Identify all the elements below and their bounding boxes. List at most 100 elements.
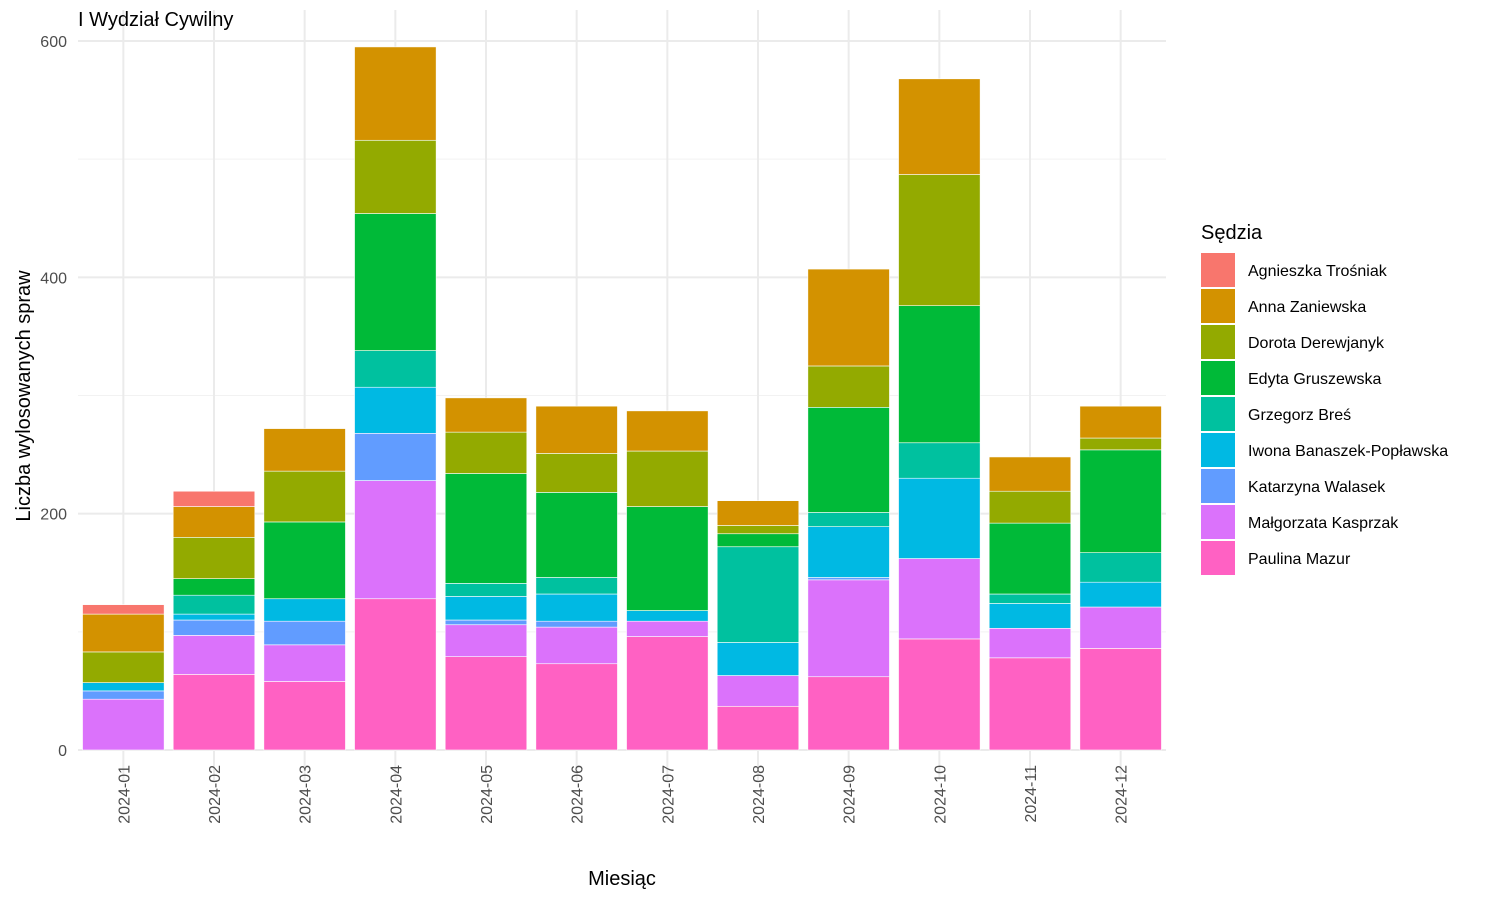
bar-segment [988, 627, 1072, 659]
bar-segment [988, 657, 1072, 751]
bar-segment [716, 546, 800, 643]
legend-label: Dorota Derewjanyk [1248, 335, 1385, 352]
bar-segment [172, 490, 256, 507]
bar-segment [354, 213, 437, 351]
bar-segment [172, 635, 256, 675]
bar-segment [444, 583, 528, 597]
legend-key [1201, 541, 1235, 575]
bar-segment [626, 450, 709, 507]
x-tick-label: 2024-12 [1114, 765, 1131, 824]
legend-label: Agnieszka Trośniak [1248, 263, 1388, 280]
legend-key [1201, 289, 1235, 323]
bar-segment [988, 490, 1072, 524]
x-tick-label: 2024-04 [388, 765, 405, 824]
bar-segment [263, 598, 346, 622]
bar-segment [172, 613, 256, 621]
bar-segment [626, 610, 709, 622]
x-axis-label: Miesiąc [588, 868, 656, 890]
bar-segment [354, 480, 437, 600]
bar-segment [988, 522, 1072, 595]
bar-segment [807, 526, 890, 578]
legend-key [1201, 397, 1235, 431]
bar-segment [263, 521, 346, 600]
x-tick-labels: 2024-01 2024-02 2024-03 2024-04 2024-05 2024-… [116, 765, 1130, 824]
x-tick-label: 2024-09 [842, 765, 859, 824]
bar-segment [535, 663, 618, 751]
y-tick-label: 0 [58, 743, 67, 760]
bar-segment [444, 624, 528, 657]
bar-segment [626, 410, 709, 452]
bar-segment [807, 407, 890, 513]
x-tick-label: 2024-07 [660, 765, 677, 824]
bar-segment [807, 268, 890, 367]
legend-title: Sędzia [1201, 222, 1263, 244]
bar-segment [172, 594, 256, 615]
x-tick-label: 2024-08 [751, 765, 768, 824]
bar-segment [172, 506, 256, 538]
legend-label: Edyta Gruszewska [1248, 371, 1381, 388]
legend-key [1201, 253, 1235, 287]
y-axis-label: Liczba wylosowanych spraw [13, 270, 35, 522]
legend-items: Agnieszka Trośniak Anna Zaniewska Dorota D… [1201, 253, 1448, 575]
bar-segment [535, 626, 618, 665]
bar-segment [444, 473, 528, 584]
bar-segment [807, 512, 890, 527]
x-tick-label: 2024-10 [932, 765, 949, 824]
y-tick-label: 600 [40, 34, 67, 51]
bar-segment [716, 675, 800, 707]
bar-segment [898, 78, 981, 175]
bar-segment [444, 431, 528, 474]
bars [82, 46, 1162, 751]
x-tick-label: 2024-01 [116, 765, 133, 824]
bar-segment [82, 690, 165, 700]
bar-segment [444, 619, 528, 626]
x-tick-label: 2024-05 [479, 765, 496, 824]
bar-segment [354, 433, 437, 481]
bar-segment [444, 596, 528, 621]
chart-title: I Wydział Cywilny [78, 9, 233, 31]
legend-label: Paulina Mazur [1248, 551, 1351, 568]
legend-key [1201, 325, 1235, 359]
x-tick-label: 2024-02 [207, 765, 224, 824]
bar-segment [354, 350, 437, 388]
bar-segment [716, 500, 800, 526]
bar-segment [535, 620, 618, 628]
bar-segment [807, 676, 890, 751]
bar-segment [626, 506, 709, 611]
legend-label: Grzegorz Breś [1248, 407, 1351, 424]
bar-segment [988, 593, 1072, 604]
bar-segment [354, 46, 437, 141]
bar-segment [1079, 606, 1162, 649]
bar-segment [898, 477, 981, 559]
bar-segment [716, 525, 800, 535]
bar-segment [898, 442, 981, 479]
legend-label: Anna Zaniewska [1248, 299, 1366, 316]
legend-key [1201, 361, 1235, 395]
bar-segment [1079, 405, 1162, 439]
bar-segment [1079, 648, 1162, 751]
bar-segment [716, 533, 800, 548]
bar-segment [898, 638, 981, 751]
legend-key [1201, 433, 1235, 467]
bar-segment [82, 604, 165, 615]
bar-segment [1079, 437, 1162, 451]
bar-segment [172, 578, 256, 596]
bar-segment [82, 651, 165, 683]
bar-segment [535, 405, 618, 454]
legend-key [1201, 469, 1235, 503]
bar-segment [1079, 449, 1162, 553]
bar-segment [535, 492, 618, 578]
bar-segment [263, 620, 346, 646]
bar-segment [354, 598, 437, 751]
bar-segment [172, 674, 256, 751]
y-tick-label: 400 [40, 270, 67, 287]
bar-segment [535, 453, 618, 493]
bar-segment [898, 174, 981, 306]
bar-segment [535, 577, 618, 595]
bar-segment [626, 636, 709, 751]
bar-segment [354, 386, 437, 434]
bar-segment [898, 305, 981, 444]
y-tick-label: 200 [40, 507, 67, 524]
bar-segment [535, 593, 618, 622]
